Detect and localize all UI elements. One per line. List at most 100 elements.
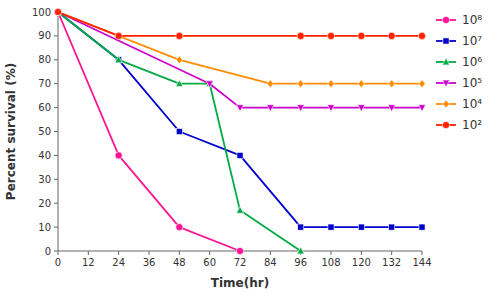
x-tick-label: 48 — [173, 257, 186, 268]
legend-label: 10⁷ — [462, 34, 482, 48]
y-tick-label: 80 — [38, 54, 51, 65]
legend-label: 10⁶ — [462, 55, 482, 69]
y-tick-label: 30 — [38, 174, 51, 185]
point — [176, 128, 182, 134]
series — [54, 8, 243, 254]
point — [176, 80, 183, 87]
y-tick — [54, 59, 58, 60]
x-tick — [88, 251, 89, 255]
line — [58, 12, 422, 227]
point — [328, 224, 334, 230]
point — [298, 224, 304, 230]
point — [54, 8, 61, 15]
point — [236, 105, 243, 112]
y-tick — [54, 155, 58, 156]
x-tick — [331, 251, 332, 255]
x-tick-label: 96 — [294, 257, 307, 268]
point — [297, 105, 304, 112]
point — [206, 81, 213, 88]
y-tick — [54, 131, 58, 132]
x-tick — [270, 251, 271, 255]
line — [58, 12, 422, 36]
series — [54, 8, 304, 254]
y-tick-label: 100 — [32, 7, 51, 18]
x-tick — [361, 251, 362, 255]
point — [388, 105, 395, 112]
point — [54, 8, 61, 15]
y-tick-label: 40 — [38, 150, 51, 161]
point — [327, 32, 334, 39]
legend-marker — [443, 38, 449, 44]
series — [54, 9, 425, 111]
x-tick — [422, 251, 423, 255]
y-tick-label: 50 — [38, 126, 51, 137]
plot-area — [54, 8, 425, 255]
y-tick-label: 90 — [38, 30, 51, 41]
y-tick-label: 70 — [38, 78, 51, 89]
legend-label: 10² — [462, 118, 482, 132]
point — [267, 80, 273, 88]
y-tick — [54, 227, 58, 228]
point — [55, 8, 61, 16]
x-tick-label: 132 — [382, 257, 401, 268]
chart: 0122436486072849610812013214401020304050… — [0, 0, 500, 295]
x-tick — [58, 251, 59, 255]
point — [419, 80, 425, 88]
point — [358, 105, 365, 112]
x-tick — [391, 251, 392, 255]
point — [54, 9, 61, 16]
legend-marker — [442, 121, 449, 128]
x-tick-label: 108 — [321, 257, 340, 268]
series — [54, 8, 425, 39]
y-tick — [54, 251, 58, 252]
point — [358, 224, 364, 230]
point — [328, 80, 334, 88]
point — [236, 206, 243, 213]
point — [419, 224, 425, 230]
legend-marker — [442, 58, 449, 65]
x-tick — [179, 251, 180, 255]
point — [236, 247, 243, 254]
point — [388, 32, 395, 39]
point — [327, 105, 334, 112]
y-axis-label: Percent survival (%) — [4, 63, 18, 200]
point — [176, 56, 182, 64]
x-tick — [209, 251, 210, 255]
legend: 10⁸10⁷10⁶10⁵10⁴10² — [436, 13, 482, 132]
x-tick-label: 36 — [143, 257, 156, 268]
x-tick-label: 0 — [55, 257, 61, 268]
line — [58, 12, 422, 108]
x-tick-label: 120 — [352, 257, 371, 268]
point — [358, 32, 365, 39]
point — [297, 247, 304, 254]
x-tick-label: 12 — [82, 257, 95, 268]
y-tick-label: 20 — [38, 198, 51, 209]
point — [176, 224, 183, 231]
x-tick-label: 144 — [412, 257, 431, 268]
y-tick — [54, 107, 58, 108]
legend-marker — [442, 16, 449, 23]
legend-marker — [443, 100, 449, 108]
axes: 0122436486072849610812013214401020304050… — [32, 7, 432, 269]
x-axis-label: Time(hr) — [211, 276, 269, 290]
y-tick — [54, 203, 58, 204]
point — [389, 224, 395, 230]
point — [297, 32, 304, 39]
x-tick-label: 60 — [203, 257, 216, 268]
point — [115, 32, 122, 39]
x-tick-label: 72 — [234, 257, 247, 268]
point — [267, 105, 274, 112]
line — [58, 12, 422, 84]
x-tick-label: 84 — [264, 257, 277, 268]
y-tick — [54, 35, 58, 36]
point — [237, 152, 243, 158]
x-tick — [149, 251, 150, 255]
x-tick — [118, 251, 119, 255]
y-tick-label: 10 — [38, 222, 51, 233]
legend-marker — [442, 80, 449, 87]
point — [297, 80, 303, 88]
point — [418, 32, 425, 39]
point — [388, 80, 394, 88]
legend-label: 10⁸ — [462, 13, 482, 27]
point — [115, 56, 122, 63]
